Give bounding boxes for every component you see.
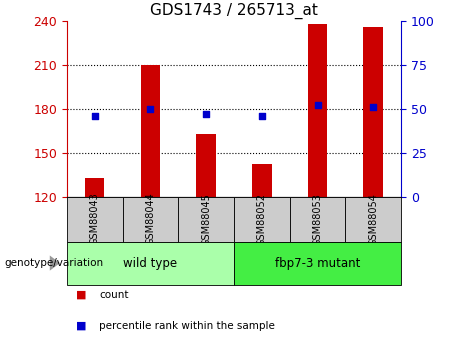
Text: wild type: wild type	[124, 257, 177, 269]
Bar	[123, 197, 178, 241]
Bar	[67, 241, 234, 285]
Title: GDS1743 / 265713_at: GDS1743 / 265713_at	[150, 3, 318, 19]
Text: ■: ■	[76, 321, 87, 331]
Point	[147, 106, 154, 111]
Point	[258, 113, 266, 118]
Bar	[308, 24, 327, 197]
Text: genotype/variation: genotype/variation	[5, 258, 104, 268]
Point	[370, 104, 377, 110]
Bar	[141, 65, 160, 197]
Bar	[234, 241, 401, 285]
Text: percentile rank within the sample: percentile rank within the sample	[99, 321, 275, 331]
Text: ■: ■	[76, 290, 87, 300]
Bar	[290, 197, 345, 241]
Bar	[196, 134, 216, 197]
Point	[202, 111, 210, 117]
Text: count: count	[99, 290, 129, 300]
Point	[91, 113, 98, 118]
Text: GSM88045: GSM88045	[201, 193, 211, 246]
Point	[314, 102, 321, 108]
Bar	[67, 197, 123, 241]
Bar	[178, 197, 234, 241]
Bar	[252, 165, 272, 197]
Bar	[85, 178, 105, 197]
Text: GSM88044: GSM88044	[145, 193, 155, 245]
Text: GSM88043: GSM88043	[90, 193, 100, 245]
Text: GSM88054: GSM88054	[368, 193, 378, 246]
Polygon shape	[50, 255, 60, 270]
Text: fbp7-3 mutant: fbp7-3 mutant	[275, 257, 360, 269]
Text: GSM88053: GSM88053	[313, 193, 323, 246]
Bar	[363, 27, 383, 197]
Bar	[345, 197, 401, 241]
Bar	[234, 197, 290, 241]
Text: GSM88052: GSM88052	[257, 193, 267, 246]
